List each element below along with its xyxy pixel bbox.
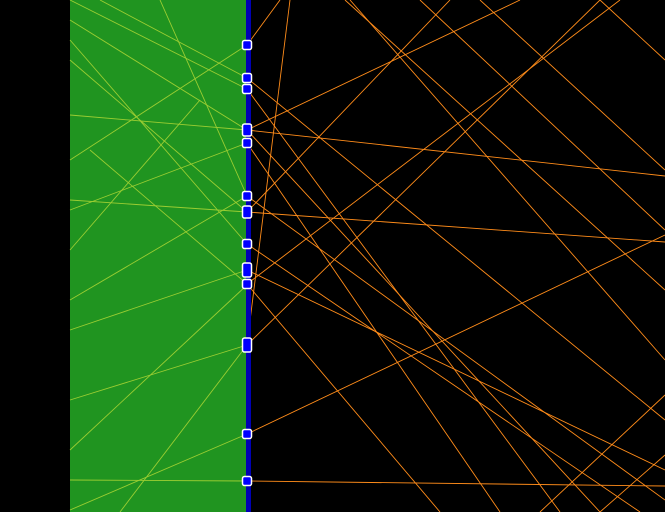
ray-in-medium bbox=[69, 99, 201, 251]
ray-in-medium bbox=[69, 142, 248, 211]
interface-marker bbox=[241, 262, 253, 278]
ray-in-medium bbox=[69, 0, 248, 90]
medium-panel bbox=[70, 0, 247, 512]
ray-outside bbox=[246, 0, 621, 285]
ray-outside bbox=[349, 0, 665, 361]
ray-outside bbox=[246, 88, 561, 512]
ray-in-medium bbox=[69, 114, 248, 131]
interface-marker bbox=[241, 83, 253, 95]
ray-in-medium bbox=[99, 0, 248, 79]
rays-outside bbox=[246, 0, 665, 512]
interface-marker bbox=[241, 278, 253, 290]
interface-marker bbox=[241, 428, 253, 440]
ray-in-medium bbox=[69, 44, 248, 161]
interface-markers bbox=[241, 39, 253, 487]
ray-in-medium bbox=[69, 269, 248, 331]
ray-outside bbox=[246, 129, 665, 177]
ray-in-medium bbox=[69, 284, 248, 451]
ray-outside bbox=[246, 243, 641, 512]
ray-in-medium bbox=[69, 344, 248, 401]
ray-outside bbox=[599, 0, 665, 61]
ray-outside bbox=[599, 454, 665, 512]
ray-in-medium bbox=[119, 344, 248, 512]
ray-outside bbox=[246, 195, 665, 501]
ray-in-medium bbox=[89, 149, 248, 285]
ray-outside bbox=[246, 0, 521, 131]
ray-in-medium bbox=[69, 433, 248, 511]
ray-outside bbox=[539, 394, 665, 512]
ray-outside bbox=[246, 77, 665, 421]
interface-marker bbox=[241, 475, 253, 487]
ray-outside bbox=[246, 211, 665, 243]
ray-in-medium bbox=[69, 19, 248, 131]
interface-marker bbox=[241, 205, 253, 219]
ray-outside bbox=[246, 0, 281, 46]
interface-marker bbox=[241, 72, 253, 84]
ray-outside bbox=[246, 283, 441, 512]
ray-in-medium bbox=[69, 479, 248, 482]
interface-marker bbox=[241, 39, 253, 51]
ray-outside bbox=[246, 0, 451, 213]
ray-outside bbox=[419, 0, 665, 231]
interface-marker bbox=[241, 190, 253, 202]
interface-marker bbox=[241, 337, 253, 353]
ray-outside bbox=[344, 0, 665, 291]
interface-marker bbox=[241, 238, 253, 250]
interface-line bbox=[246, 0, 251, 512]
ray-outside bbox=[246, 480, 665, 487]
rays-in-medium bbox=[69, 0, 248, 512]
ray-in-medium bbox=[69, 39, 248, 245]
ray-in-medium bbox=[69, 195, 248, 301]
interface-marker bbox=[241, 137, 253, 149]
ray-outside bbox=[479, 0, 665, 171]
ray-outside bbox=[246, 0, 601, 346]
ray-in-medium bbox=[69, 59, 248, 213]
ray-outside bbox=[246, 129, 601, 512]
ray-outside bbox=[246, 142, 501, 512]
interface-marker bbox=[241, 123, 253, 137]
ray-in-medium bbox=[159, 0, 248, 197]
ray-outside bbox=[246, 234, 665, 435]
ray-outside bbox=[246, 0, 291, 346]
ray-outside bbox=[246, 269, 665, 471]
